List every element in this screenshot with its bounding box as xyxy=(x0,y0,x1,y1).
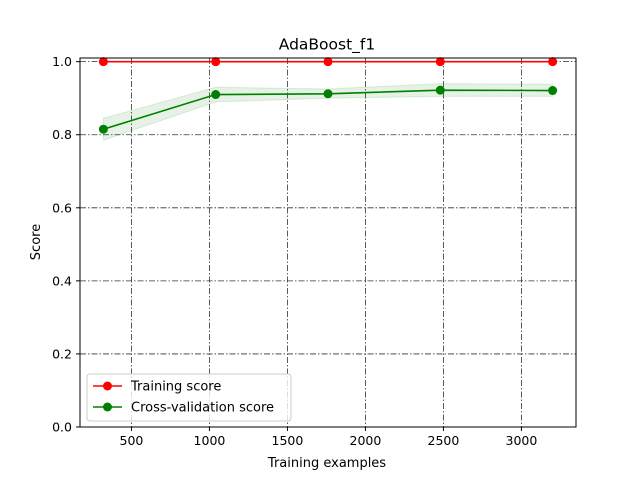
y-tick-label: 0.0 xyxy=(52,420,72,435)
x-tick-label: 500 xyxy=(120,433,144,448)
x-axis-label: Training examples xyxy=(267,456,386,471)
legend: Training score Cross-validation score xyxy=(86,373,292,422)
cross-validation-score-point xyxy=(548,86,558,96)
legend-label-cross-validation-score: Cross-validation score xyxy=(131,401,274,416)
plot-frame xyxy=(79,57,577,428)
training-score-point xyxy=(323,57,333,67)
training-score-point xyxy=(211,57,221,67)
cross-validation-score-point xyxy=(323,89,333,99)
x-tick-label: 3000 xyxy=(506,433,538,448)
training-score-point xyxy=(435,57,445,67)
y-tick-label: 0.8 xyxy=(52,127,72,142)
legend-label-training-score: Training score xyxy=(130,380,221,395)
y-axis-label: Score xyxy=(29,224,44,260)
y-axis-ticks: 0.0 0.2 0.4 0.6 0.8 1.0 xyxy=(52,54,80,435)
training-score-point xyxy=(98,57,108,67)
cross-validation-score-point xyxy=(211,90,221,100)
y-tick-label: 0.2 xyxy=(52,346,72,361)
cross-validation-score-point xyxy=(98,124,108,134)
legend-marker-training-score xyxy=(103,381,112,391)
chart-title: AdaBoost_f1 xyxy=(279,36,376,55)
x-axis-ticks: 500 1000 1500 2000 2500 3000 xyxy=(120,427,538,448)
training-score-point xyxy=(548,57,558,67)
cross-validation-score-point xyxy=(435,85,445,95)
x-tick-label: 1000 xyxy=(194,433,226,448)
legend-box xyxy=(86,373,292,422)
x-tick-label: 1500 xyxy=(272,433,304,448)
y-tick-label: 0.4 xyxy=(52,273,72,288)
score-points xyxy=(98,57,558,134)
x-tick-label: 2000 xyxy=(350,433,382,448)
score-bands xyxy=(102,61,554,141)
x-tick-label: 2500 xyxy=(428,433,460,448)
y-tick-label: 0.6 xyxy=(52,200,72,215)
legend-marker-cross-validation-score xyxy=(103,402,112,412)
y-tick-label: 1.0 xyxy=(52,54,72,69)
